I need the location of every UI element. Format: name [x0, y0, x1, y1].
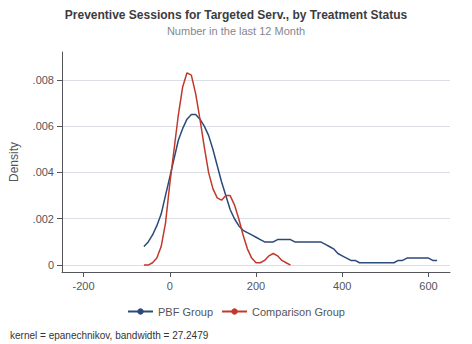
- svg-text:600: 600: [419, 280, 437, 292]
- svg-text:Preventive Sessions for Target: Preventive Sessions for Targeted Serv., …: [65, 8, 408, 22]
- svg-text:400: 400: [333, 280, 351, 292]
- svg-text:200: 200: [247, 280, 265, 292]
- svg-text:Density: Density: [7, 142, 21, 182]
- svg-text:kernel = epanechnikov, bandwid: kernel = epanechnikov, bandwidth = 27.24…: [10, 330, 209, 341]
- svg-text:Number in the last 12 Month: Number in the last 12 Month: [167, 25, 305, 37]
- svg-text:Comparison Group: Comparison Group: [252, 306, 345, 318]
- svg-text:.006: .006: [33, 120, 54, 132]
- svg-text:.008: .008: [33, 74, 54, 86]
- svg-text:.004: .004: [33, 166, 54, 178]
- svg-text:-200: -200: [73, 280, 95, 292]
- svg-text:0: 0: [48, 259, 54, 271]
- svg-text:PBF Group: PBF Group: [158, 306, 213, 318]
- svg-text:.002: .002: [33, 213, 54, 225]
- svg-text:0: 0: [167, 280, 173, 292]
